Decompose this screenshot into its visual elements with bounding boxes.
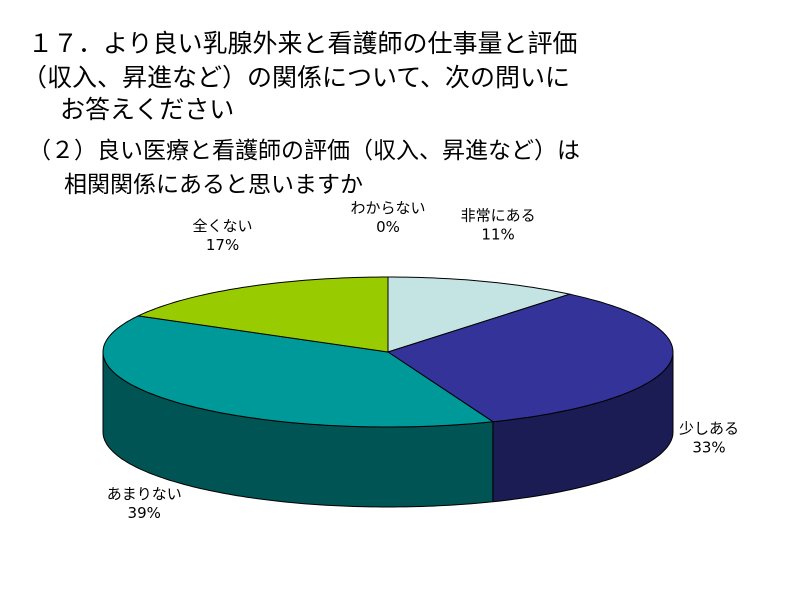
chart-title: お答えください <box>60 95 234 124</box>
category-label: 少しある <box>679 419 739 437</box>
chart-title: １７．より良い乳腺外来と看護師の仕事量と評価 <box>28 29 578 58</box>
category-label: 全くない <box>193 217 253 235</box>
chart-subtitle: 相関関係にあると思いますか <box>64 172 363 198</box>
category-label: 非常にある <box>461 207 536 225</box>
pie-slice <box>386 293 674 423</box>
value-label: 33% <box>692 438 725 456</box>
value-label: 39% <box>128 504 161 522</box>
pie-slice <box>136 276 389 353</box>
pie-slice <box>102 315 495 428</box>
chart-subtitle: （２）良い医療と看護師の評価（収入、昇進など）は <box>28 138 580 164</box>
pie-slice <box>387 276 572 353</box>
value-label: 0% <box>376 218 400 236</box>
category-label: あまりない <box>107 485 182 503</box>
chart-title: （収入、昇進など）の関係について、次の問いに <box>22 63 570 92</box>
value-label: 17% <box>206 236 239 254</box>
value-label: 11% <box>481 226 514 244</box>
category-label: わからない <box>350 199 425 217</box>
